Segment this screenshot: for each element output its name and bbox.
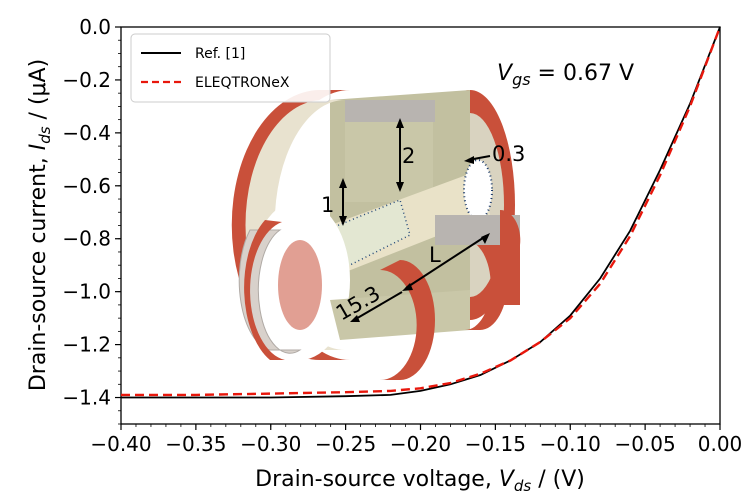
y-tick-label: −1.4: [62, 386, 111, 410]
y-tick-label: −0.8: [62, 227, 111, 251]
x-tick-label: −0.10: [540, 432, 601, 456]
y-tick-label: −0.2: [62, 68, 111, 92]
x-tick-label: −0.05: [614, 432, 675, 456]
device-inset-illustration: [231, 90, 521, 380]
x-tick-label: −0.15: [465, 432, 526, 456]
inset-label-L: L: [429, 243, 441, 267]
inset-label-1: 1: [321, 193, 334, 217]
y-tick-label: −1.0: [62, 280, 111, 304]
series-line-1: [121, 26, 722, 397]
x-tick-label: −0.35: [165, 432, 226, 456]
y-tick-label: 0.0: [79, 15, 111, 39]
y-tick-label: −0.4: [62, 121, 111, 145]
y-tick-label: −0.6: [62, 174, 111, 198]
y-axis-title: Drain-source current, Ids / (μA): [26, 59, 54, 391]
x-axis-title: Drain-source voltage, Vds / (V): [255, 467, 585, 495]
legend-label-ref: Ref. [1]: [195, 46, 245, 62]
inset-label-2: 2: [402, 144, 415, 168]
series-line-0: [121, 26, 721, 399]
x-tick-label: −0.25: [315, 432, 376, 456]
x-tick-label: 0.00: [698, 432, 743, 456]
legend: Ref. [1] ELEQTRONeX: [130, 33, 331, 103]
x-tick-label: −0.40: [90, 432, 151, 456]
inset-label-0-3: 0.3: [492, 142, 525, 166]
legend-label-eleqtronex: ELEQTRONeX: [195, 75, 290, 91]
x-tick-label: −0.30: [240, 432, 301, 456]
vgs-annotation: Vgs = 0.67 V: [497, 61, 634, 89]
y-tick-label: −1.2: [62, 333, 111, 357]
x-tick-label: −0.20: [390, 432, 451, 456]
